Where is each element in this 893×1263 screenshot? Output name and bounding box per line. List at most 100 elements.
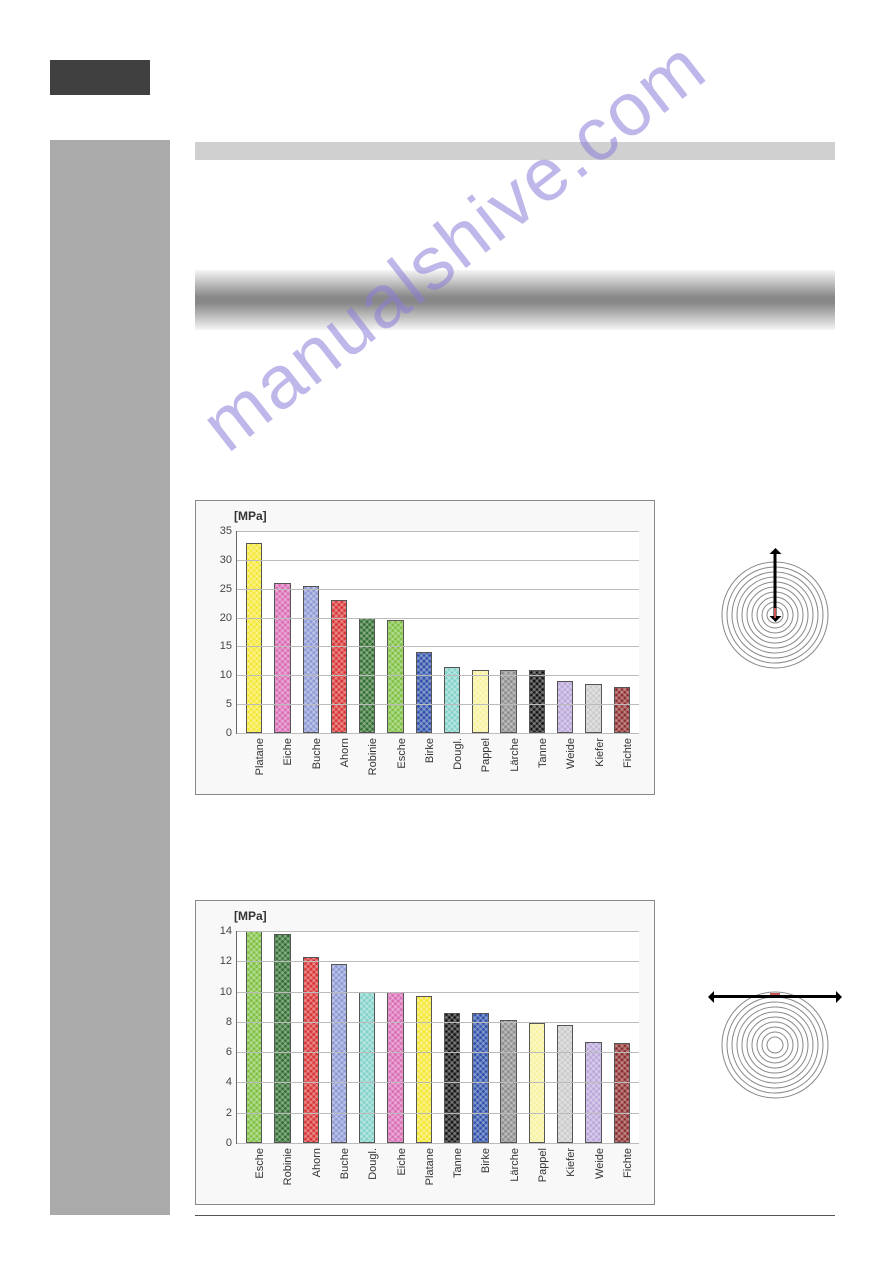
chart2-plot-area: EscheRobinieAhornBucheDougl.EichePlatane… bbox=[236, 931, 639, 1144]
x-tick-label: Dougl. bbox=[367, 1148, 379, 1180]
bar-slot: Eiche bbox=[381, 931, 409, 1143]
data-bar bbox=[303, 957, 319, 1143]
x-tick-label: Dougl. bbox=[452, 738, 464, 770]
x-tick-label: Platane bbox=[254, 738, 266, 775]
x-tick-label: Lärche bbox=[509, 1148, 521, 1182]
x-tick-label: Fichte bbox=[622, 1148, 634, 1178]
y-tick-label: 12 bbox=[220, 955, 232, 967]
data-bar bbox=[359, 992, 375, 1143]
footer-rule bbox=[195, 1215, 835, 1216]
gradient-banner bbox=[195, 270, 835, 330]
y-tick-label: 2 bbox=[226, 1107, 232, 1119]
tangential-strength-chart: [MPa] EscheRobinieAhornBucheDougl.EicheP… bbox=[195, 900, 655, 1205]
x-tick-label: Ahorn bbox=[311, 1148, 323, 1177]
x-tick-label: Tanne bbox=[452, 1148, 464, 1178]
data-bar bbox=[614, 1043, 630, 1143]
chart1-plot-area: PlataneEicheBucheAhornRobinieEscheBirkeD… bbox=[236, 531, 639, 734]
bar-slot: Kiefer bbox=[579, 531, 607, 733]
y-tick-label: 0 bbox=[226, 727, 232, 739]
bar-slot: Ahorn bbox=[297, 931, 325, 1143]
x-tick-label: Weide bbox=[565, 738, 577, 769]
y-tick-label: 20 bbox=[220, 612, 232, 624]
data-bar bbox=[303, 586, 319, 733]
x-tick-label: Pappel bbox=[480, 738, 492, 772]
data-bar bbox=[585, 684, 601, 733]
bar-slot: Fichte bbox=[608, 931, 636, 1143]
bar-slot: Tanne bbox=[523, 531, 551, 733]
data-bar bbox=[557, 681, 573, 733]
radial-strength-chart: [MPa] PlataneEicheBucheAhornRobinieEsche… bbox=[195, 500, 655, 795]
chart2-bars: EscheRobinieAhornBucheDougl.EichePlatane… bbox=[237, 931, 639, 1143]
tick-mark-icon bbox=[770, 993, 780, 995]
data-bar bbox=[444, 667, 460, 733]
bar-slot: Fichte bbox=[608, 531, 636, 733]
grid-line bbox=[237, 733, 639, 734]
x-tick-label: Ahorn bbox=[339, 738, 351, 767]
y-tick-label: 5 bbox=[226, 698, 232, 710]
bar-slot: Birke bbox=[466, 931, 494, 1143]
grid-line bbox=[237, 1052, 639, 1053]
x-tick-label: Esche bbox=[254, 1148, 266, 1179]
tick-mark-icon bbox=[774, 608, 776, 618]
bar-slot: Pappel bbox=[523, 931, 551, 1143]
y-tick-label: 10 bbox=[220, 669, 232, 681]
grid-line bbox=[237, 675, 639, 676]
x-tick-label: Esche bbox=[396, 738, 408, 769]
bar-slot: Esche bbox=[240, 931, 268, 1143]
bar-slot: Kiefer bbox=[551, 931, 579, 1143]
bar-slot: Lärche bbox=[495, 931, 523, 1143]
data-bar bbox=[274, 583, 290, 733]
grid-line bbox=[237, 1022, 639, 1023]
chart1-ylabel: [MPa] bbox=[234, 509, 267, 523]
bar-slot: Dougl. bbox=[438, 531, 466, 733]
bar-slot: Lärche bbox=[495, 531, 523, 733]
chart2-ylabel: [MPa] bbox=[234, 909, 267, 923]
grid-line bbox=[237, 1113, 639, 1114]
bar-slot: Pappel bbox=[466, 531, 494, 733]
data-bar bbox=[529, 670, 545, 733]
y-tick-label: 14 bbox=[220, 925, 232, 937]
x-tick-label: Platane bbox=[424, 1148, 436, 1185]
radial-direction-diagram bbox=[720, 560, 830, 670]
bar-slot: Tanne bbox=[438, 931, 466, 1143]
tree-rings-icon bbox=[720, 990, 830, 1100]
bar-slot: Dougl. bbox=[353, 931, 381, 1143]
x-tick-label: Buche bbox=[311, 738, 323, 769]
data-bar bbox=[585, 1042, 601, 1143]
y-tick-label: 0 bbox=[226, 1137, 232, 1149]
left-sidebar bbox=[50, 140, 170, 1215]
bar-slot: Robinie bbox=[353, 531, 381, 733]
grid-line bbox=[237, 531, 639, 532]
data-bar bbox=[500, 670, 516, 733]
bar-slot: Buche bbox=[297, 531, 325, 733]
x-tick-label: Eiche bbox=[282, 738, 294, 766]
x-tick-label: Buche bbox=[339, 1148, 351, 1179]
x-tick-label: Eiche bbox=[396, 1148, 408, 1176]
data-bar bbox=[444, 1013, 460, 1143]
data-bar bbox=[246, 931, 262, 1143]
grid-line bbox=[237, 931, 639, 932]
bar-slot: Robinie bbox=[268, 931, 296, 1143]
grid-line bbox=[237, 704, 639, 705]
y-tick-label: 10 bbox=[220, 986, 232, 998]
y-tick-label: 35 bbox=[220, 525, 232, 537]
bar-slot: Platane bbox=[410, 931, 438, 1143]
x-tick-label: Kiefer bbox=[565, 1148, 577, 1177]
x-tick-label: Weide bbox=[594, 1148, 606, 1179]
grid-line bbox=[237, 961, 639, 962]
bar-slot: Weide bbox=[579, 931, 607, 1143]
x-tick-label: Birke bbox=[424, 738, 436, 763]
data-bar bbox=[416, 652, 432, 733]
y-tick-label: 25 bbox=[220, 583, 232, 595]
x-tick-label: Pappel bbox=[537, 1148, 549, 1182]
y-tick-label: 8 bbox=[226, 1016, 232, 1028]
data-bar bbox=[331, 600, 347, 733]
grid-line bbox=[237, 1082, 639, 1083]
data-bar bbox=[387, 620, 403, 733]
grid-line bbox=[237, 1143, 639, 1144]
grid-line bbox=[237, 589, 639, 590]
tangential-arrow-icon bbox=[710, 995, 840, 998]
data-bar bbox=[387, 992, 403, 1143]
bar-slot: Platane bbox=[240, 531, 268, 733]
x-tick-label: Tanne bbox=[537, 738, 549, 768]
